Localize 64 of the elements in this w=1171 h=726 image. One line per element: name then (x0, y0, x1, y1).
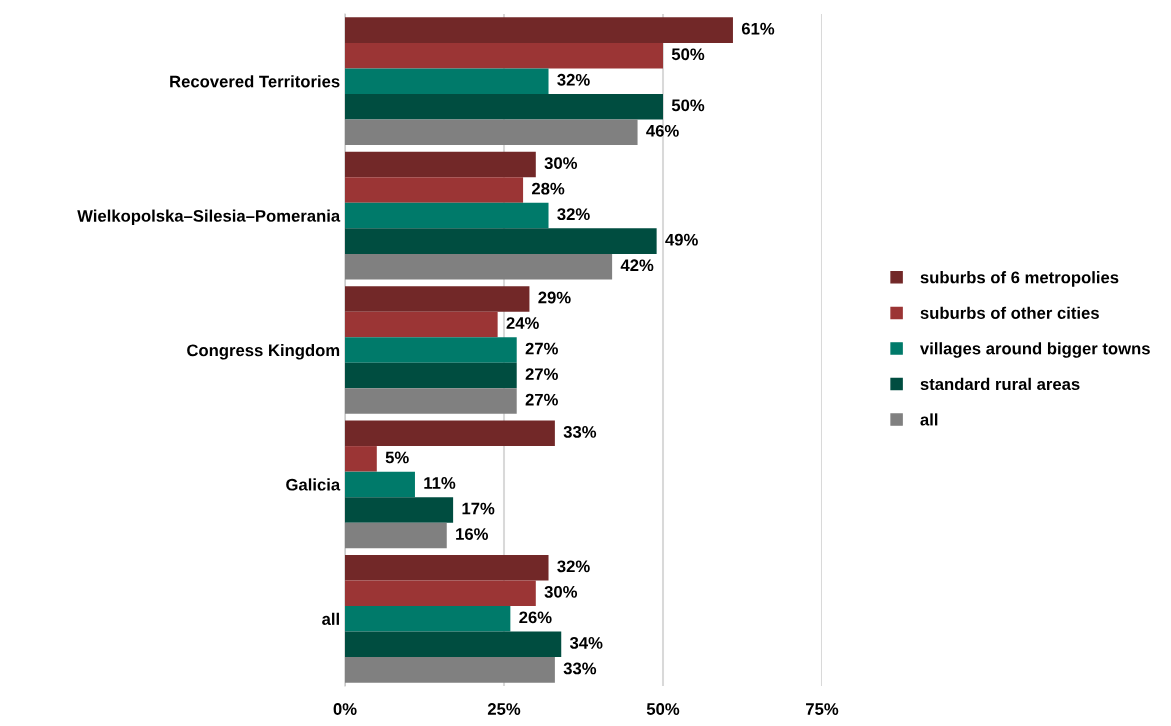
legend-label: suburbs of other cities (920, 306, 1099, 319)
legend-label: standard rural areas (920, 377, 1080, 391)
y-tick-label: Galicia (286, 478, 341, 491)
data-label: 32% (557, 208, 590, 221)
bar (345, 497, 454, 523)
bar (345, 93, 663, 120)
bar (345, 119, 638, 146)
bar (345, 657, 555, 683)
bar (345, 202, 549, 229)
data-label: 27% (525, 368, 558, 380)
bar (345, 446, 377, 472)
bar (345, 580, 536, 607)
bar (345, 337, 517, 363)
bar (345, 522, 447, 549)
data-label: 50% (671, 48, 705, 61)
data-label: 32% (557, 560, 590, 573)
data-label: 61% (741, 22, 775, 35)
data-label: 30% (544, 157, 578, 170)
y-tick-label: all (322, 612, 339, 625)
bar (345, 420, 555, 447)
legend-label: villages around bigger towns (920, 342, 1150, 358)
data-label: 27% (525, 342, 558, 355)
y-tick-label: Recovered Territories (170, 75, 340, 88)
data-label: 5% (385, 451, 409, 464)
bar (345, 362, 517, 389)
bar (345, 631, 562, 658)
bar (345, 311, 498, 338)
data-label: 46% (646, 124, 679, 137)
bar (345, 17, 733, 43)
bar (345, 68, 549, 94)
legend-label: all (920, 413, 938, 426)
legend-label: suburbs of 6 metropolies (920, 271, 1119, 287)
y-tick-label: Congress Kingdom (187, 343, 340, 360)
bar (345, 388, 517, 414)
data-label: 34% (569, 637, 603, 649)
bar (345, 606, 511, 632)
x-tick-label: 50% (646, 703, 680, 715)
bar (345, 286, 530, 312)
y-tick-label: Wielkopolska–Silesia–Pomerania (77, 209, 341, 226)
x-tick-label: 75% (806, 703, 839, 715)
data-label: 11% (424, 477, 456, 489)
data-label: 30% (544, 585, 578, 598)
bar (345, 151, 536, 178)
bar (345, 177, 524, 203)
data-label: 42% (620, 259, 654, 272)
x-tick-label: 25% (487, 703, 521, 715)
bar (345, 42, 663, 69)
bar (345, 228, 657, 254)
data-label: 49% (665, 233, 698, 246)
data-label: 24% (506, 317, 539, 329)
data-label: 29% (538, 291, 571, 304)
bar (345, 253, 613, 280)
data-label: 32% (557, 73, 590, 86)
data-label: 16% (456, 528, 489, 540)
x-tick-label: 0% (333, 703, 357, 715)
data-label: 50% (671, 99, 705, 112)
data-label: 33% (563, 426, 597, 438)
data-label: 33% (563, 662, 597, 675)
data-label: 27% (525, 393, 558, 406)
data-label: 28% (531, 182, 565, 195)
bar (345, 554, 549, 581)
data-label: 26% (519, 611, 552, 624)
bar (345, 471, 415, 498)
data-label: 17% (462, 502, 495, 515)
